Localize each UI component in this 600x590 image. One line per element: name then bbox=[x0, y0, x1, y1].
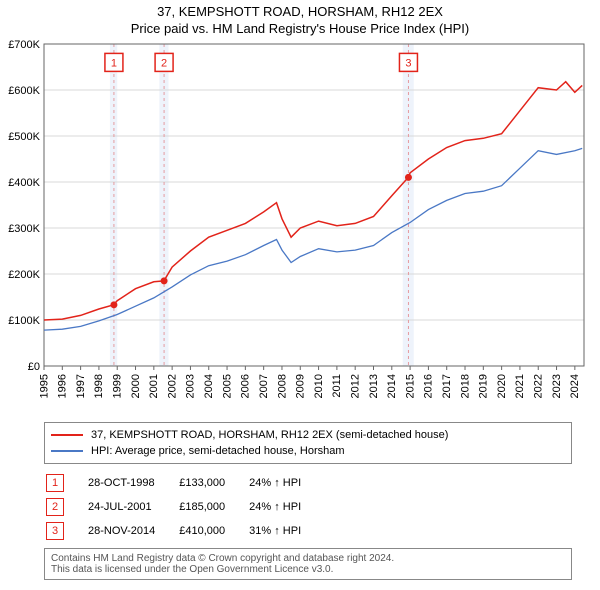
marker-delta: 31% ↑ HPI bbox=[249, 520, 323, 542]
svg-text:2017: 2017 bbox=[441, 374, 453, 398]
marker-row-2: 2 24-JUL-2001£185,00024% ↑ HPI bbox=[46, 496, 323, 518]
svg-text:2: 2 bbox=[161, 57, 167, 69]
svg-text:3: 3 bbox=[405, 57, 411, 69]
svg-text:2013: 2013 bbox=[368, 374, 380, 398]
title-block: 37, KEMPSHOTT ROAD, HORSHAM, RH12 2EX Pr… bbox=[0, 0, 600, 36]
marker-date: 24-JUL-2001 bbox=[88, 496, 177, 518]
svg-text:2019: 2019 bbox=[478, 374, 490, 398]
svg-text:2018: 2018 bbox=[459, 374, 471, 398]
marker-date: 28-NOV-2014 bbox=[88, 520, 177, 542]
title-subtitle: Price paid vs. HM Land Registry's House … bbox=[0, 21, 600, 36]
svg-text:2006: 2006 bbox=[240, 374, 252, 398]
svg-text:2007: 2007 bbox=[258, 374, 270, 398]
legend-row-1: HPI: Average price, semi-detached house,… bbox=[51, 443, 565, 459]
svg-text:2005: 2005 bbox=[221, 374, 233, 398]
svg-text:2020: 2020 bbox=[496, 374, 508, 398]
chart-container: 37, KEMPSHOTT ROAD, HORSHAM, RH12 2EX Pr… bbox=[0, 0, 600, 580]
svg-text:£600K: £600K bbox=[8, 85, 40, 97]
legend-label: HPI: Average price, semi-detached house,… bbox=[91, 445, 345, 457]
chart-svg: £0 £100K £200K £300K £400K £500K £600K £700K 199… bbox=[0, 36, 600, 416]
marker-badge: 3 bbox=[46, 522, 64, 540]
marker-badge: 1 bbox=[46, 474, 64, 492]
svg-text:£100K: £100K bbox=[8, 315, 40, 327]
svg-text:£300K: £300K bbox=[8, 223, 40, 235]
marker-delta: 24% ↑ HPI bbox=[249, 496, 323, 518]
svg-text:2003: 2003 bbox=[185, 374, 197, 398]
marker-delta: 24% ↑ HPI bbox=[249, 472, 323, 494]
svg-text:1999: 1999 bbox=[112, 374, 124, 398]
svg-text:2014: 2014 bbox=[386, 374, 398, 398]
svg-text:2002: 2002 bbox=[166, 374, 178, 398]
svg-text:2024: 2024 bbox=[569, 374, 581, 398]
attribution-line-2: This data is licensed under the Open Gov… bbox=[51, 564, 565, 575]
svg-text:£500K: £500K bbox=[8, 131, 40, 143]
svg-text:£400K: £400K bbox=[8, 177, 40, 189]
svg-text:1995: 1995 bbox=[38, 374, 50, 398]
svg-text:2001: 2001 bbox=[148, 374, 160, 398]
legend-swatch bbox=[51, 450, 83, 452]
marker-price: £410,000 bbox=[179, 520, 247, 542]
svg-text:2023: 2023 bbox=[551, 374, 563, 398]
svg-text:2008: 2008 bbox=[276, 374, 288, 398]
title-address: 37, KEMPSHOTT ROAD, HORSHAM, RH12 2EX bbox=[0, 4, 600, 19]
marker-date: 28-OCT-1998 bbox=[88, 472, 177, 494]
svg-text:2004: 2004 bbox=[203, 374, 215, 398]
svg-text:£700K: £700K bbox=[8, 39, 40, 51]
legend-swatch bbox=[51, 434, 83, 436]
svg-text:2022: 2022 bbox=[533, 374, 545, 398]
svg-text:£0: £0 bbox=[28, 361, 40, 373]
svg-text:2015: 2015 bbox=[404, 374, 416, 398]
attribution-box: Contains HM Land Registry data © Crown c… bbox=[44, 548, 572, 580]
marker-row-3: 3 28-NOV-2014£410,00031% ↑ HPI bbox=[46, 520, 323, 542]
svg-text:2000: 2000 bbox=[130, 374, 142, 398]
svg-text:1996: 1996 bbox=[57, 374, 69, 398]
legend-row-0: 37, KEMPSHOTT ROAD, HORSHAM, RH12 2EX (s… bbox=[51, 427, 565, 443]
marker-price: £133,000 bbox=[179, 472, 247, 494]
svg-text:2010: 2010 bbox=[313, 374, 325, 398]
sale-markers-table: 1 28-OCT-1998£133,00024% ↑ HPI 2 24-JUL-200… bbox=[44, 470, 325, 544]
svg-text:1998: 1998 bbox=[93, 374, 105, 398]
marker-row-1: 1 28-OCT-1998£133,00024% ↑ HPI bbox=[46, 472, 323, 494]
svg-text:2016: 2016 bbox=[423, 374, 435, 398]
svg-text:2021: 2021 bbox=[514, 374, 526, 398]
svg-text:£200K: £200K bbox=[8, 269, 40, 281]
svg-text:1: 1 bbox=[111, 57, 117, 69]
marker-price: £185,000 bbox=[179, 496, 247, 518]
chart-area: £0 £100K £200K £300K £400K £500K £600K £700K 199… bbox=[0, 36, 600, 416]
marker-badge: 2 bbox=[46, 498, 64, 516]
svg-text:2012: 2012 bbox=[349, 374, 361, 398]
svg-text:2009: 2009 bbox=[295, 374, 307, 398]
attribution-line-1: Contains HM Land Registry data © Crown c… bbox=[51, 553, 565, 564]
svg-text:2011: 2011 bbox=[331, 374, 343, 398]
legend: 37, KEMPSHOTT ROAD, HORSHAM, RH12 2EX (s… bbox=[44, 422, 572, 464]
legend-label: 37, KEMPSHOTT ROAD, HORSHAM, RH12 2EX (s… bbox=[91, 429, 448, 441]
svg-text:1997: 1997 bbox=[75, 374, 87, 398]
